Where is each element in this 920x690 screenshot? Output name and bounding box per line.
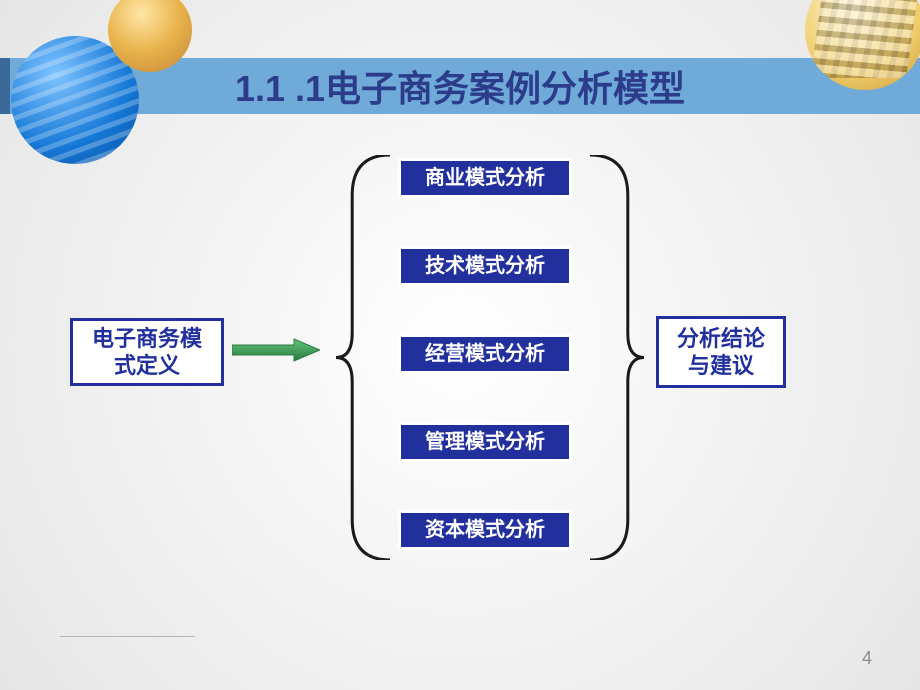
analysis-node-label: 商业模式分析 [425,166,545,191]
analysis-node: 资本模式分析 [398,510,572,550]
slide-title: 1.1 .1电子商务案例分析模型 [235,60,685,112]
left-brace-icon [336,155,390,560]
arrow-icon [232,337,320,363]
end-node-label: 分析结论 与建议 [677,325,765,380]
page-number: 4 [862,648,872,669]
footer-divider [60,636,195,637]
decorative-bubble-keyboard-icon [805,0,920,90]
start-node: 电子商务模 式定义 [70,318,224,386]
analysis-node: 经营模式分析 [398,334,572,374]
right-brace-icon [590,155,644,560]
analysis-node: 管理模式分析 [398,422,572,462]
analysis-node-label: 技术模式分析 [425,254,545,279]
end-node: 分析结论 与建议 [656,316,786,388]
analysis-node-label: 经营模式分析 [425,342,545,367]
analysis-node-label: 资本模式分析 [425,518,545,543]
slide: 1.1 .1电子商务案例分析模型 电子商务模 式定义 商业模式分析技术模式分析经… [0,0,920,690]
start-node-label: 电子商务模 式定义 [92,325,202,380]
analysis-node: 技术模式分析 [398,246,572,286]
analysis-node-label: 管理模式分析 [425,430,545,455]
analysis-node: 商业模式分析 [398,158,572,198]
title-bar-accent [0,58,10,114]
